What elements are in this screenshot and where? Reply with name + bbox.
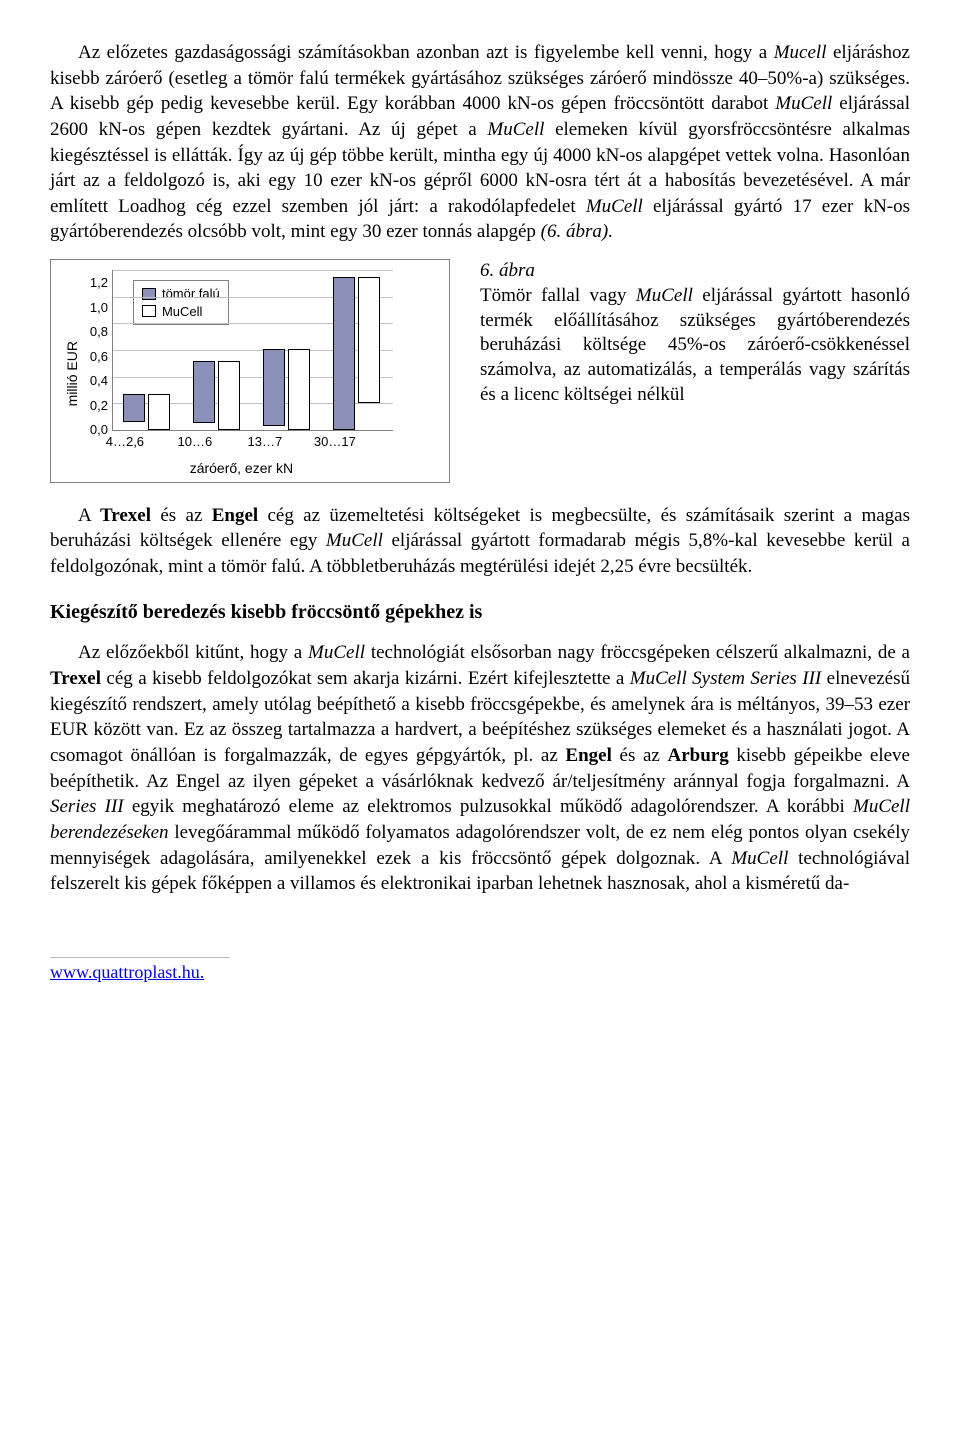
text-bold: Trexel: [50, 668, 101, 689]
text: A: [78, 505, 100, 526]
text: és az: [151, 505, 212, 526]
text: egyik meghatározó eleme az elektromos pu…: [124, 796, 853, 817]
footer-link[interactable]: www.quattroplast.hu.: [50, 957, 230, 984]
legend-label: MuCell: [162, 303, 202, 321]
text-italic: (6. ábra).: [541, 221, 613, 242]
chart-plot-area: tömör falú MuCell: [112, 270, 393, 431]
chart-x-axis-label: záróerő, ezer kN: [90, 459, 393, 478]
figure-caption: 6. ábra Tömör fallal vagy MuCell eljárás…: [480, 259, 910, 407]
text-italic: MuCell: [326, 530, 383, 551]
text-bold: Engel: [212, 505, 258, 526]
legend-swatch-tomor: [142, 288, 156, 300]
text-bold: Trexel: [100, 505, 151, 526]
text-italic: MuCell: [308, 642, 365, 663]
text-italic: MuCell: [731, 848, 788, 869]
text-italic: MuCell: [636, 285, 693, 306]
chart-y-ticks: 1,21,00,80,60,40,20,0: [90, 270, 112, 430]
paragraph-2: A Trexel és az Engel cég az üzemeltetési…: [50, 503, 910, 580]
chart-container: millió EUR 1,21,00,80,60,40,20,0 tömör f…: [50, 259, 450, 482]
legend-swatch-mucell: [142, 305, 156, 317]
caption-title: 6. ábra: [480, 260, 535, 281]
paragraph-1: Az előzetes gazdaságossági számításokban…: [50, 40, 910, 245]
text-italic: MuCell: [487, 119, 544, 140]
figure-6: millió EUR 1,21,00,80,60,40,20,0 tömör f…: [50, 259, 910, 482]
text: Az előzetes gazdaságossági számításokban…: [78, 42, 774, 63]
chart-y-axis-label: millió EUR: [63, 341, 82, 406]
text-italic: Mucell: [774, 42, 827, 63]
text: Tömör fallal vagy: [480, 285, 636, 306]
text: Az előzőekből kitűnt, hogy a: [78, 642, 308, 663]
text-bold: Arburg: [668, 745, 729, 766]
text: technológiát elsősorban nagy fröccsgépek…: [365, 642, 910, 663]
legend-label: tömör falú: [162, 285, 220, 303]
text-italic: MuCell: [775, 93, 832, 114]
chart-legend: tömör falú MuCell: [133, 280, 229, 325]
paragraph-3: Az előzőekből kitűnt, hogy a MuCell tech…: [50, 640, 910, 896]
text-bold: Engel: [565, 745, 611, 766]
text-italic: MuCell System Series III: [630, 668, 821, 689]
text-italic: Series III: [50, 796, 124, 817]
text: cég a kisebb feldolgozókat sem akarja ki…: [101, 668, 630, 689]
text: és az: [612, 745, 668, 766]
section-heading: Kiegészítő beredezés kisebb fröccsöntő g…: [50, 599, 910, 626]
text-italic: MuCell: [586, 196, 643, 217]
chart-x-ticks: 4…2,610…613…730…17: [90, 431, 370, 451]
